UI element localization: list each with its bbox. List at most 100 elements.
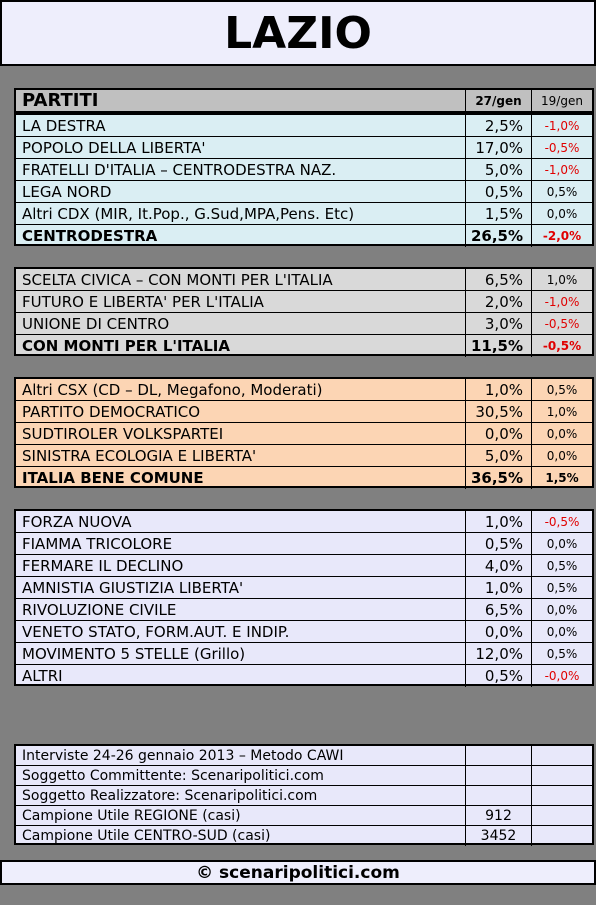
vote-share: 12,0%: [466, 643, 532, 664]
party-name: FRATELLI D'ITALIA – CENTRODESTRA NAZ.: [16, 159, 466, 180]
vote-share: 0,5%: [466, 181, 532, 202]
party-row: FORZA NUOVA 1,0% -0,5%: [16, 511, 592, 533]
party-name: SINISTRA ECOLOGIA E LIBERTA': [16, 445, 466, 466]
party-group: FORZA NUOVA 1,0% -0,5% FIAMMA TRICOLORE 0,5%…: [14, 509, 594, 687]
change: -1,0%: [544, 162, 580, 177]
party-name: ITALIA BENE COMUNE: [16, 467, 466, 489]
vote-share: 26,5%: [466, 225, 532, 247]
change: 0,0%: [546, 602, 578, 617]
info-label: Soggetto Committente: Scenaripolitici.co…: [16, 766, 466, 785]
party-name: FIAMMA TRICOLORE: [16, 533, 466, 554]
party-name: CENTRODESTRA: [16, 225, 466, 247]
party-name: SUDTIROLER VOLKSPARTEI: [16, 423, 466, 444]
party-name: UNIONE DI CENTRO: [16, 313, 466, 334]
change: -0,5%: [544, 514, 580, 529]
party-group: SCELTA CIVICA – CON MONTI PER L'ITALIA 6,…: [14, 267, 594, 357]
party-row: SCELTA CIVICA – CON MONTI PER L'ITALIA 6,…: [16, 269, 592, 291]
party-group: Altri CSX (CD – DL, Megafono, Moderati) 1…: [14, 377, 594, 489]
info-blank: [532, 806, 592, 825]
info-row: Soggetto Realizzatore: Scenaripolitici.c…: [16, 786, 592, 806]
party-row: LA DESTRA 2,5% -1,0%: [16, 115, 592, 137]
party-row: FERMARE IL DECLINO 4,0% 0,5%: [16, 555, 592, 577]
change: -0,5%: [542, 339, 582, 353]
info-row: Soggetto Committente: Scenaripolitici.co…: [16, 766, 592, 786]
total-row: ITALIA BENE COMUNE 36,5% 1,5%: [16, 467, 592, 489]
info-row: Campione Utile REGIONE (casi) 912: [16, 806, 592, 826]
change: -1,0%: [544, 294, 580, 309]
info-label: Campione Utile REGIONE (casi): [16, 806, 466, 825]
vote-share: 0,5%: [466, 533, 532, 554]
vote-share: 3,0%: [466, 313, 532, 334]
header-col: 19/gen: [541, 93, 583, 108]
party-row: Altri CDX (MIR, It.Pop., G.Sud,MPA,Pens.…: [16, 203, 592, 225]
vote-share: 1,5%: [466, 203, 532, 224]
info-blank: [532, 826, 592, 846]
change: 0,5%: [546, 382, 578, 397]
info-label: Campione Utile CENTRO-SUD (casi): [16, 826, 466, 846]
change: 0,0%: [546, 426, 578, 441]
info-row: Campione Utile CENTRO-SUD (casi) 3452: [16, 826, 592, 846]
vote-share: 0,5%: [466, 665, 532, 687]
party-row: PARTITO DEMOCRATICO 30,5% 1,0%: [16, 401, 592, 423]
vote-share: 1,0%: [466, 379, 532, 400]
footer: © scenaripolitici.com: [0, 860, 596, 885]
party-name: VENETO STATO, FORM.AUT. E INDIP.: [16, 621, 466, 642]
party-name: CON MONTI PER L'ITALIA: [16, 335, 466, 357]
header-label: PARTITI: [16, 90, 466, 111]
party-name: PARTITO DEMOCRATICO: [16, 401, 466, 422]
title: LAZIO: [0, 0, 596, 66]
party-name: Altri CSX (CD – DL, Megafono, Moderati): [16, 379, 466, 400]
vote-share: 2,0%: [466, 291, 532, 312]
info-value: 912: [466, 806, 532, 825]
party-row: VENETO STATO, FORM.AUT. E INDIP. 0,0% 0,0%: [16, 621, 592, 643]
party-row: FRATELLI D'ITALIA – CENTRODESTRA NAZ. 5,0…: [16, 159, 592, 181]
party-name: POPOLO DELLA LIBERTA': [16, 137, 466, 158]
info-value: [466, 746, 532, 765]
info-label: Interviste 24-26 gennaio 2013 – Metodo C…: [16, 746, 466, 765]
info-value: [466, 786, 532, 805]
party-name: AMNISTIA GIUSTIZIA LIBERTA': [16, 577, 466, 598]
party-name: LEGA NORD: [16, 181, 466, 202]
vote-share: 1,0%: [466, 511, 532, 532]
party-row: ALTRI 0,5% -0,0%: [16, 665, 592, 687]
change: 0,0%: [546, 624, 578, 639]
vote-share: 36,5%: [466, 467, 532, 489]
vote-share: 6,5%: [466, 599, 532, 620]
change: 0,5%: [546, 646, 578, 661]
change: -0,5%: [544, 316, 580, 331]
party-row: Altri CSX (CD – DL, Megafono, Moderati) 1…: [16, 379, 592, 401]
change: 1,0%: [546, 404, 578, 419]
party-row: RIVOLUZIONE CIVILE 6,5% 0,0%: [16, 599, 592, 621]
party-row: LEGA NORD 0,5% 0,5%: [16, 181, 592, 203]
change: -1,0%: [544, 118, 580, 133]
party-name: FORZA NUOVA: [16, 511, 466, 532]
party-row: FUTURO E LIBERTA' PER L'ITALIA 2,0% -1,0%: [16, 291, 592, 313]
info-row: Interviste 24-26 gennaio 2013 – Metodo C…: [16, 746, 592, 766]
total-row: CENTRODESTRA 26,5% -2,0%: [16, 225, 592, 247]
vote-share: 0,0%: [466, 621, 532, 642]
party-row: SUDTIROLER VOLKSPARTEI 0,0% 0,0%: [16, 423, 592, 445]
party-name: Altri CDX (MIR, It.Pop., G.Sud,MPA,Pens.…: [16, 203, 466, 224]
info-table: Interviste 24-26 gennaio 2013 – Metodo C…: [14, 744, 594, 846]
header-row: PARTITI 27/gen 19/gen: [14, 88, 594, 113]
vote-share: 30,5%: [466, 401, 532, 422]
vote-share: 4,0%: [466, 555, 532, 576]
change: 0,5%: [546, 184, 578, 199]
party-row: FIAMMA TRICOLORE 0,5% 0,0%: [16, 533, 592, 555]
party-name: LA DESTRA: [16, 115, 466, 136]
info-blank: [532, 786, 592, 805]
party-row: SINISTRA ECOLOGIA E LIBERTA' 5,0% 0,0%: [16, 445, 592, 467]
info-blank: [532, 766, 592, 785]
vote-share: 11,5%: [466, 335, 532, 357]
change: 0,5%: [546, 558, 578, 573]
change: -2,0%: [542, 229, 582, 243]
party-row: POPOLO DELLA LIBERTA' 17,0% -0,5%: [16, 137, 592, 159]
party-name: SCELTA CIVICA – CON MONTI PER L'ITALIA: [16, 269, 466, 290]
party-row: MOVIMENTO 5 STELLE (Grillo) 12,0% 0,5%: [16, 643, 592, 665]
vote-share: 5,0%: [466, 445, 532, 466]
party-name: RIVOLUZIONE CIVILE: [16, 599, 466, 620]
total-row: CON MONTI PER L'ITALIA 11,5% -0,5%: [16, 335, 592, 357]
party-name: FERMARE IL DECLINO: [16, 555, 466, 576]
party-name: MOVIMENTO 5 STELLE (Grillo): [16, 643, 466, 664]
change: 0,0%: [546, 536, 578, 551]
